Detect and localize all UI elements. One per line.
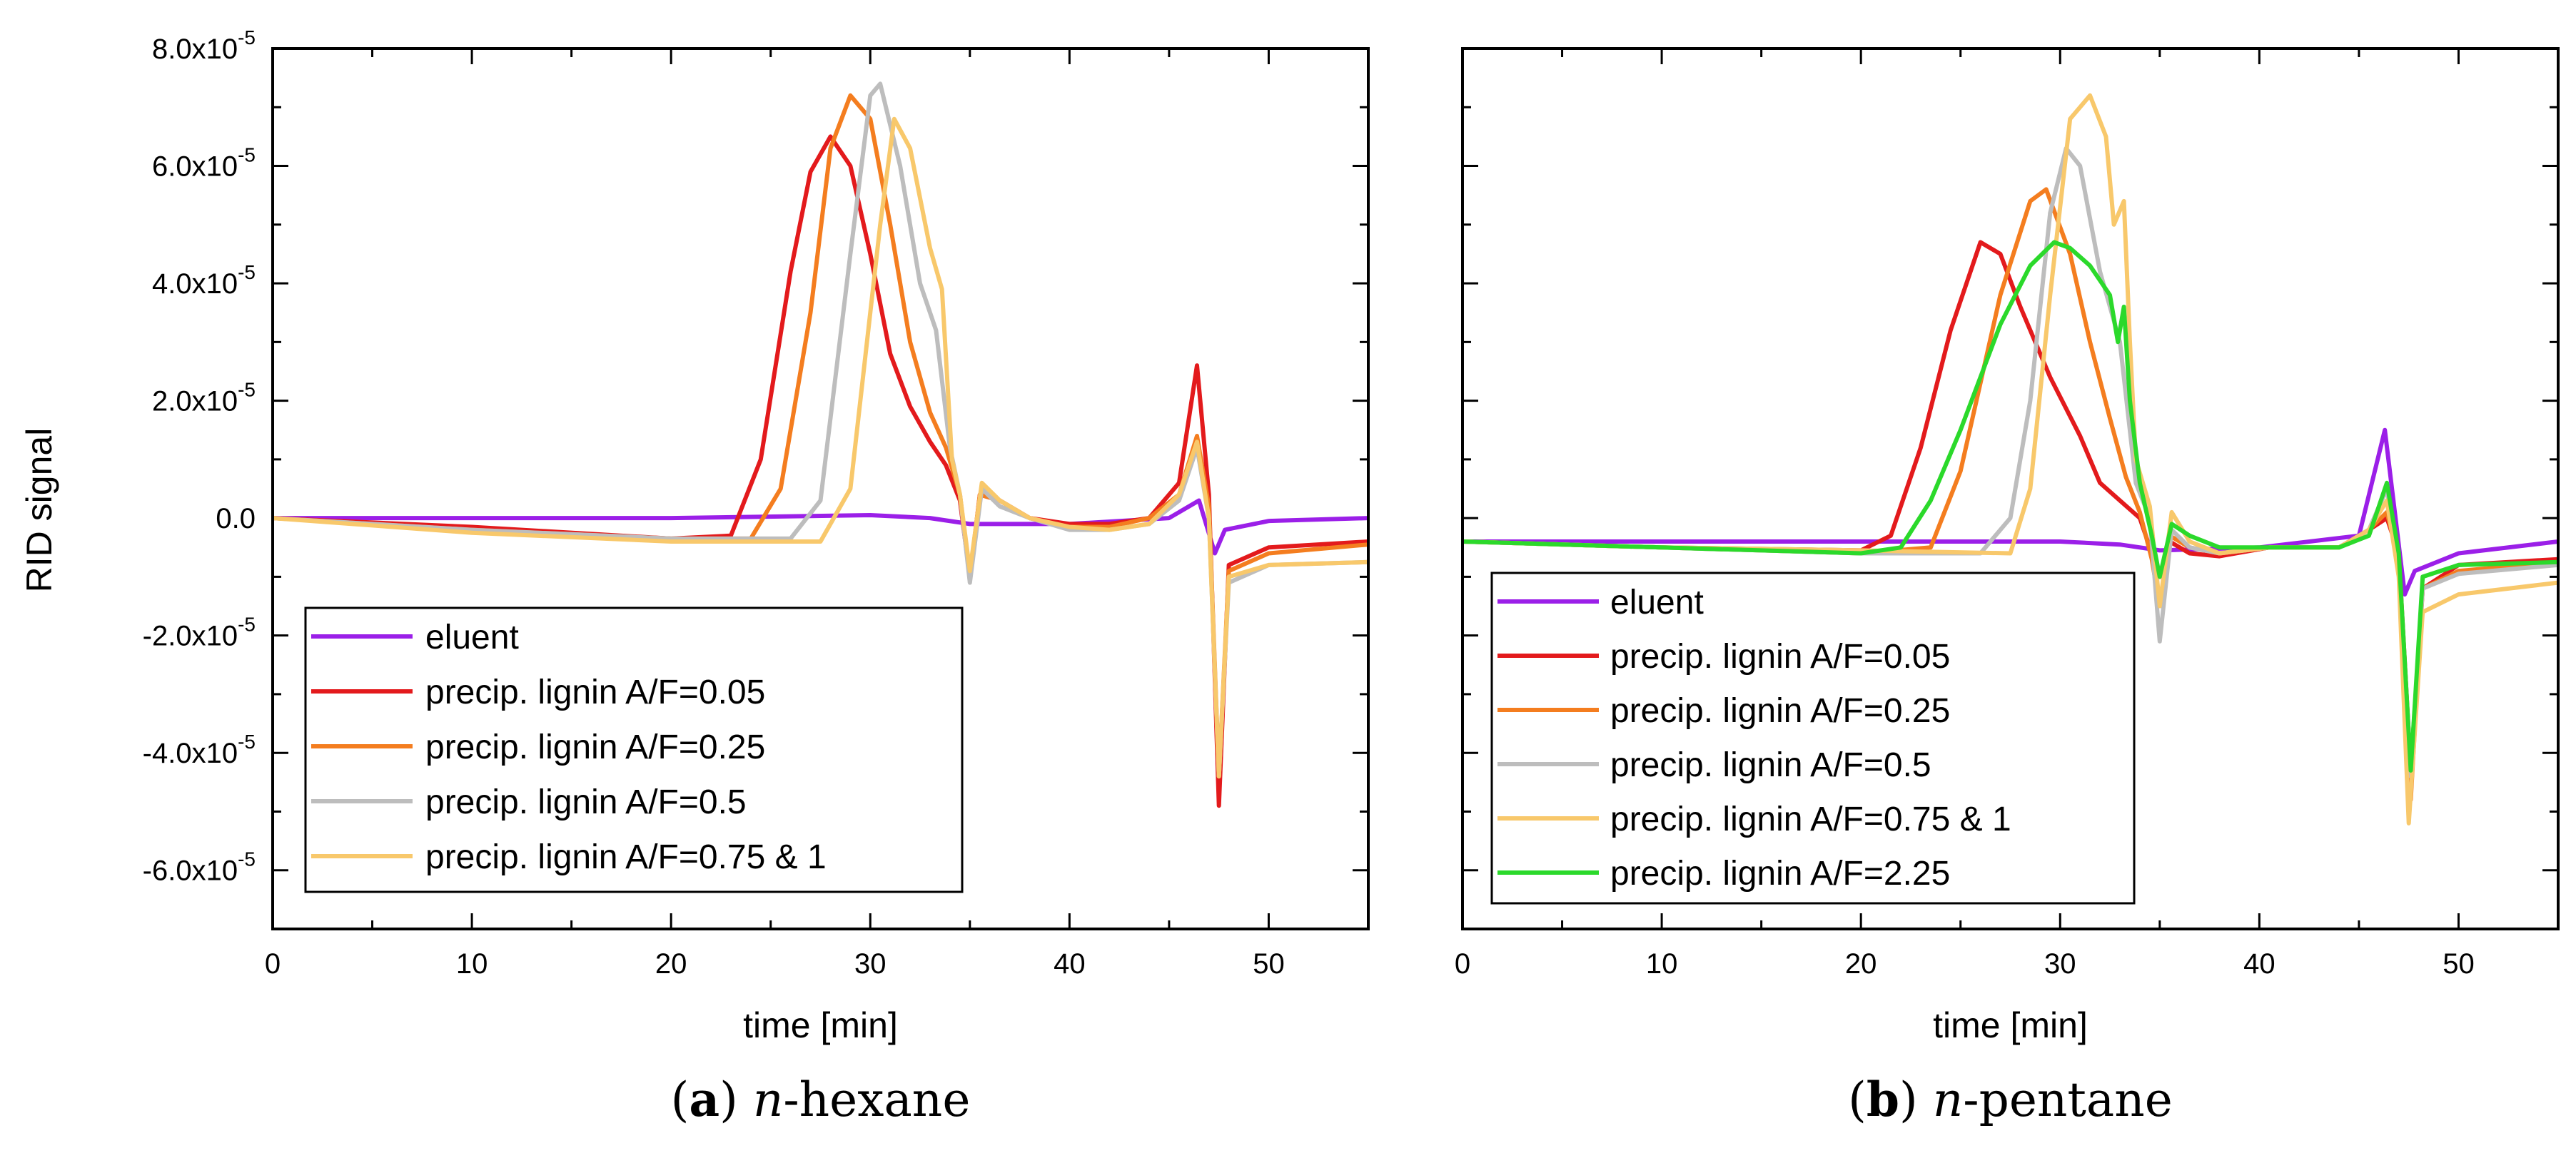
x-tick-label: 40 (2243, 948, 2276, 980)
legend-label: precip. lignin A/F=0.5 (425, 783, 747, 821)
y-axis-title: RID signal (19, 428, 59, 593)
legend: eluent precip. lignin A/F=0.05 precip. lig… (304, 606, 964, 893)
legend-label: precip. lignin A/F=0.5 (1610, 746, 1931, 784)
legend-label: precip. lignin A/F=0.25 (1610, 692, 1950, 730)
x-tick-label: 50 (2443, 948, 2475, 980)
y-tick-label: -6.0x10-5 (143, 848, 256, 887)
legend-label: precip. lignin A/F=0.05 (425, 674, 765, 711)
legend-label: eluent (1610, 584, 1704, 621)
y-tick-label: 8.0x10-5 (152, 26, 256, 65)
x-tick-label: 50 (1253, 948, 1285, 980)
legend-box (1490, 572, 2136, 905)
panel-caption: (a) n-hexane (671, 1072, 971, 1127)
series-line-4 (1463, 93, 2558, 826)
y-tick-label: -4.0x10-5 (143, 731, 256, 769)
series-line-5 (1463, 240, 2558, 773)
x-axis-title: time [min] (1933, 1005, 2088, 1045)
plot-frame (271, 47, 1370, 930)
legend-box (304, 606, 964, 893)
x-tick-label: 30 (854, 948, 887, 980)
y-tick-label: -2.0x10-5 (143, 614, 256, 652)
x-tick-label: 40 (1054, 948, 1086, 980)
series-line-4 (273, 116, 1368, 779)
panel-caption: (b) n-pentane (1848, 1072, 2173, 1127)
y-tick-label: 4.0x10-5 (152, 261, 256, 300)
y-tick-label: 0.0 (216, 503, 256, 534)
legend-label: precip. lignin A/F=0.25 (425, 728, 765, 766)
legend: eluent precip. lignin A/F=0.05 precip. lig… (1490, 572, 2136, 905)
x-tick-label: 0 (265, 948, 281, 980)
legend-label: precip. lignin A/F=0.05 (1610, 638, 1950, 676)
chart-panel-a: 0 10 20 30 40 50 8.0x10-5 6.0x10-5 4.0x10-5 2.0x1… (19, 26, 1370, 1127)
x-tick-label: 20 (1845, 948, 1877, 980)
x-tick-label: 10 (456, 948, 488, 980)
y-tick-label: 6.0x10-5 (152, 144, 256, 183)
legend-label: precip. lignin A/F=0.75 & 1 (425, 838, 827, 876)
x-tick-label: 20 (655, 948, 687, 980)
series-group (1463, 93, 2558, 826)
x-axis-title: time [min] (743, 1005, 898, 1045)
legend-label: precip. lignin A/F=2.25 (1610, 855, 1950, 893)
chart-panel-b: 0 10 20 30 40 50 eluent precip. lignin A/F=0.05… (1455, 47, 2560, 1127)
x-tick-label: 0 (1455, 948, 1470, 980)
y-tick-label: 2.0x10-5 (152, 379, 256, 417)
series-group (273, 81, 1368, 808)
plot-frame (1461, 47, 2560, 930)
x-tick-label: 30 (2044, 948, 2076, 980)
x-tick-label: 10 (1646, 948, 1678, 980)
legend-label: eluent (425, 619, 519, 656)
legend-label: precip. lignin A/F=0.75 & 1 (1610, 801, 2011, 838)
